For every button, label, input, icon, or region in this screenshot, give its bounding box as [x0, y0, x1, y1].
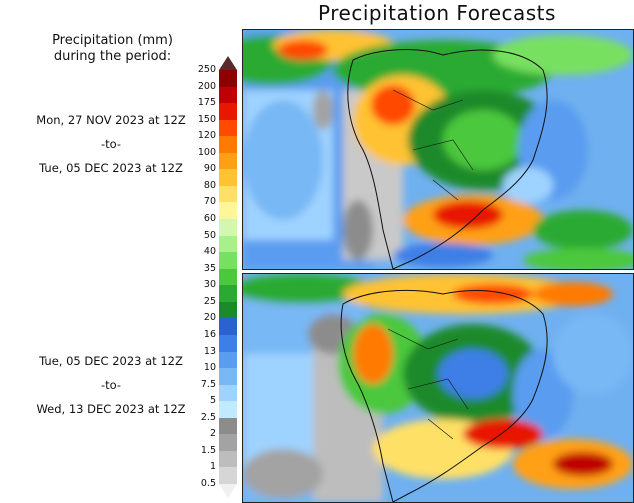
colorbar [219, 56, 237, 498]
period-2-end: Wed, 13 DEC 2023 at 12Z [36, 402, 186, 416]
colorbar-tick-label: 50 [203, 229, 216, 241]
colorbar-tick-label: 10 [203, 362, 216, 374]
colorbar-cell [219, 251, 237, 269]
colorbar-cell [219, 86, 237, 104]
colorbar-tick-label: 175 [197, 97, 216, 109]
colorbar-tick-label: 250 [197, 64, 216, 75]
colorbar-cell [219, 450, 237, 468]
colorbar-tick-label: 40 [203, 246, 216, 258]
colorbar-cell [219, 235, 237, 253]
colorbar-cell [219, 152, 237, 170]
colorbar-tick-label: 1.5 [200, 444, 216, 456]
map-2-graphic [243, 274, 633, 502]
colorbar-tick-label: 200 [197, 80, 216, 92]
forecast-map-week-1 [242, 29, 634, 270]
period-2-separator: -to- [100, 378, 122, 392]
units-label: Precipitation (mm) during the period: [52, 33, 173, 64]
period-2-start: Tue, 05 DEC 2023 at 12Z [39, 354, 183, 368]
colorbar-cell [219, 168, 237, 186]
colorbar-tick-label: 100 [197, 146, 216, 158]
colorbar-bottom-cap [219, 484, 237, 498]
colorbar-tick-label: 5 [209, 395, 216, 407]
colorbar-cell [219, 135, 237, 153]
colorbar-cell [219, 202, 237, 220]
colorbar-tick-label: 150 [197, 113, 216, 125]
colorbar-tick-label: 70 [203, 196, 216, 208]
colorbar-tick-label: 13 [203, 345, 216, 357]
page-title: Precipitation Forecasts [318, 1, 556, 25]
colorbar-cell [219, 400, 237, 418]
colorbar-cell [219, 218, 237, 236]
colorbar-cell [219, 119, 237, 137]
colorbar-cell [219, 351, 237, 369]
colorbar-tick-label: 80 [203, 179, 216, 191]
colorbar-tick-label: 1 [209, 461, 216, 473]
colorbar-cell [219, 284, 237, 302]
colorbar-tick-label: 120 [197, 130, 216, 142]
colorbar-cell [219, 102, 237, 120]
colorbar-cell [219, 317, 237, 335]
period-1-separator: -to- [100, 137, 122, 151]
colorbar-cell [219, 433, 237, 451]
colorbar-cell [219, 268, 237, 286]
colorbar-tick-label: 35 [203, 262, 216, 274]
colorbar-tick-label: 2 [209, 428, 216, 440]
colorbar-tick-label: 16 [203, 328, 216, 340]
colorbar-cell [219, 384, 237, 402]
colorbar-cell [219, 185, 237, 203]
forecast-map-week-2 [242, 273, 634, 503]
period-1-label: Mon, 27 NOV 2023 at 12Z -to- Tue, 05 DEC… [0, 108, 222, 180]
map-1-graphic [243, 30, 633, 269]
colorbar-tick-label: 0.5 [200, 478, 216, 489]
period-2-label: Tue, 05 DEC 2023 at 12Z -to- Wed, 13 DEC… [0, 349, 222, 421]
colorbar-top-cap [219, 56, 237, 70]
colorbar-cell [219, 301, 237, 319]
colorbar-tick-label: 25 [203, 295, 216, 307]
colorbar-tick-label: 2.5 [200, 411, 216, 423]
colorbar-tick-label: 20 [203, 312, 216, 324]
colorbar-cell [219, 69, 237, 87]
colorbar-tick-label: 7.5 [200, 378, 216, 390]
colorbar-tick-label: 60 [203, 213, 216, 225]
colorbar-cell [219, 367, 237, 385]
colorbar-tick-label: 30 [203, 279, 216, 291]
period-1-end: Tue, 05 DEC 2023 at 12Z [39, 161, 183, 175]
colorbar-tick-label: 90 [203, 163, 216, 175]
colorbar-cell [219, 334, 237, 352]
period-1-start: Mon, 27 NOV 2023 at 12Z [36, 113, 186, 127]
colorbar-cell [219, 417, 237, 435]
colorbar-cell [219, 466, 237, 484]
colorbar-ticks: 0.5 1 1.5 2 2.5 5 7.5 10 13 16 20 25 30 35 40 50 60 70 80 9… [186, 56, 216, 498]
